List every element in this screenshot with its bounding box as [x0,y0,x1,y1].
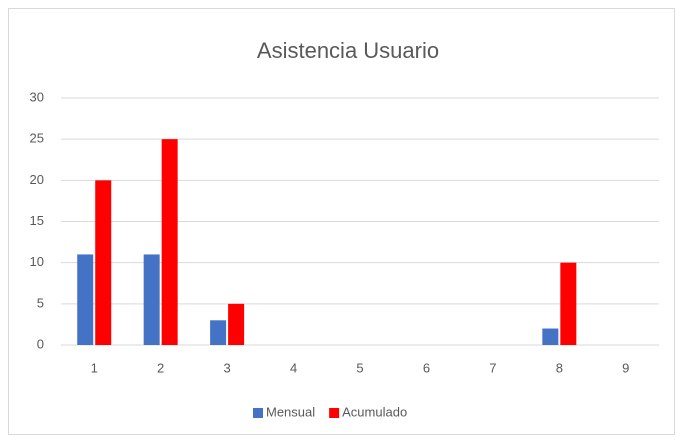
y-tick-label: 25 [30,131,44,146]
legend-swatch [329,408,340,418]
bar [210,320,227,345]
x-tick-label: 6 [423,360,430,375]
bar [228,303,245,345]
bar [161,139,178,345]
y-tick-label: 30 [30,89,44,104]
x-tick-label: 3 [223,360,230,375]
x-tick-label: 5 [356,360,363,375]
y-tick-label: 5 [37,295,44,310]
y-tick-label: 15 [30,213,44,228]
y-tick-label: 0 [37,336,44,351]
x-tick-label: 1 [91,360,98,375]
chart-title: Asistencia Usuario [257,38,439,63]
bar [143,254,160,345]
legend-swatch [253,408,263,418]
x-tick-label: 2 [157,360,164,375]
x-tick-label: 7 [489,360,496,375]
bar [560,262,577,345]
bar [77,254,94,345]
legend-label: Acumulado [342,404,407,419]
x-tick-label: 4 [290,360,297,375]
x-tick-label: 9 [622,360,629,375]
x-tick-label: 8 [556,360,563,375]
y-tick-label: 20 [30,172,44,187]
bar [95,180,112,345]
legend-label: Mensual [266,404,315,419]
y-tick-label: 10 [30,254,44,269]
bar [542,328,559,345]
